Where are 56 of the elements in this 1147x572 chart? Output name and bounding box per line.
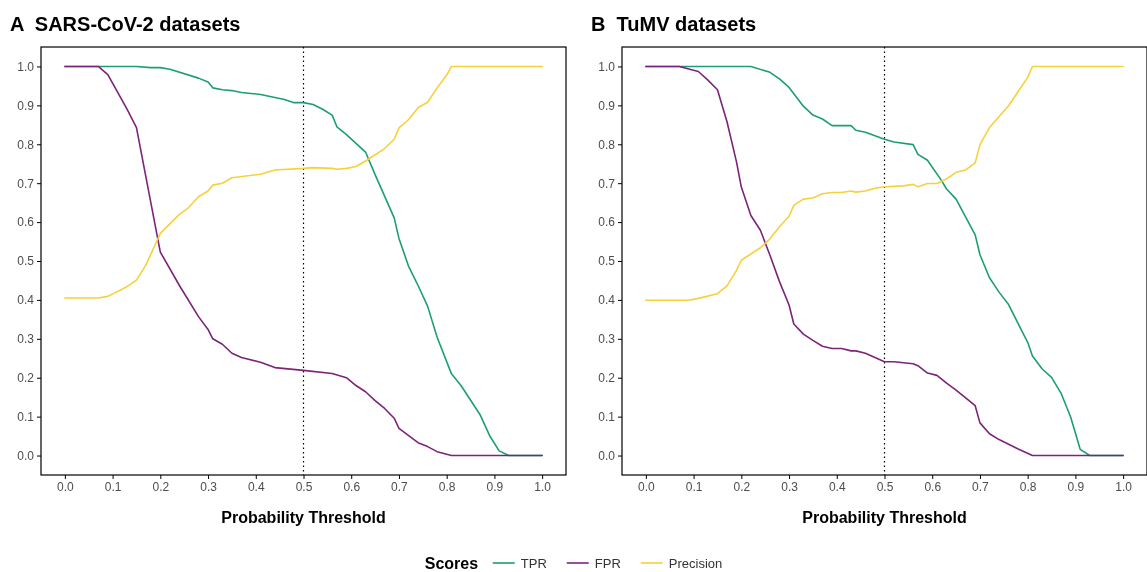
- x-tick-label: 1.0: [1115, 479, 1133, 494]
- x-tick-label: 0.7: [391, 479, 409, 494]
- x-tick-label: 0.3: [781, 479, 799, 494]
- line-series: [64, 65, 543, 457]
- y-tick-label: 0.3: [598, 332, 616, 347]
- x-tick-label: 0.1: [685, 479, 703, 494]
- y-tick-label: 0.5: [17, 254, 35, 269]
- x-tick-label: 0.4: [247, 479, 265, 494]
- chart-title: A SARS-CoV-2 datasets: [10, 13, 241, 35]
- x-tick-label: 0.8: [438, 479, 456, 494]
- x-tick-label: 0.3: [200, 479, 218, 494]
- x-tick-label: 0.2: [733, 479, 751, 494]
- x-tick-label: 0.1: [104, 479, 122, 494]
- y-tick-label: 0.4: [17, 293, 35, 308]
- x-tick-label: 0.9: [486, 479, 504, 494]
- y-tick-label: 0.1: [598, 409, 616, 424]
- y-tick-label: 0.2: [598, 371, 616, 386]
- line-series: [64, 65, 543, 299]
- x-tick-label: 0.4: [828, 479, 846, 494]
- x-tick-label: 0.8: [1019, 479, 1037, 494]
- y-tick-label: 0.1: [17, 409, 35, 424]
- y-tick-label: 0.0: [17, 448, 35, 463]
- legend-label: Precision: [668, 555, 723, 571]
- y-tick-label: 0.0: [598, 448, 616, 463]
- x-tick-label: 0.9: [1067, 479, 1085, 494]
- line-series: [645, 65, 1124, 302]
- x-tick-label: 0.2: [152, 479, 170, 494]
- x-tick-label: 0.6: [924, 479, 942, 494]
- x-tick-label: 0.5: [876, 479, 894, 494]
- x-axis-title: Probability Threshold: [802, 509, 967, 526]
- x-tick-label: 0.7: [972, 479, 990, 494]
- y-tick-label: 0.9: [598, 98, 616, 113]
- y-tick-label: 0.3: [17, 332, 35, 347]
- y-tick-label: 1.0: [598, 59, 616, 74]
- legend-label: FPR: [594, 555, 621, 571]
- x-tick-label: 0.6: [343, 479, 361, 494]
- legend-title: Scores: [424, 554, 479, 572]
- y-tick-label: 0.6: [17, 215, 35, 230]
- x-tick-label: 0.0: [57, 479, 75, 494]
- y-tick-label: 0.9: [17, 98, 35, 113]
- y-tick-label: 0.7: [598, 176, 616, 191]
- y-tick-label: 0.2: [17, 371, 35, 386]
- y-tick-label: 1.0: [17, 59, 35, 74]
- x-tick-label: 0.5: [295, 479, 313, 494]
- y-tick-label: 0.4: [598, 293, 616, 308]
- x-tick-label: 0.0: [638, 479, 656, 494]
- x-axis-title: Probability Threshold: [221, 509, 386, 526]
- y-tick-label: 0.8: [598, 137, 616, 152]
- y-tick-label: 0.8: [17, 137, 35, 152]
- x-tick-label: 1.0: [534, 479, 552, 494]
- legend-label: TPR: [520, 555, 547, 571]
- y-tick-label: 0.5: [598, 254, 616, 269]
- line-series: [645, 65, 1124, 457]
- y-tick-label: 0.6: [598, 215, 616, 230]
- y-tick-label: 0.7: [17, 176, 35, 191]
- chart-title: B TuMV datasets: [591, 13, 757, 35]
